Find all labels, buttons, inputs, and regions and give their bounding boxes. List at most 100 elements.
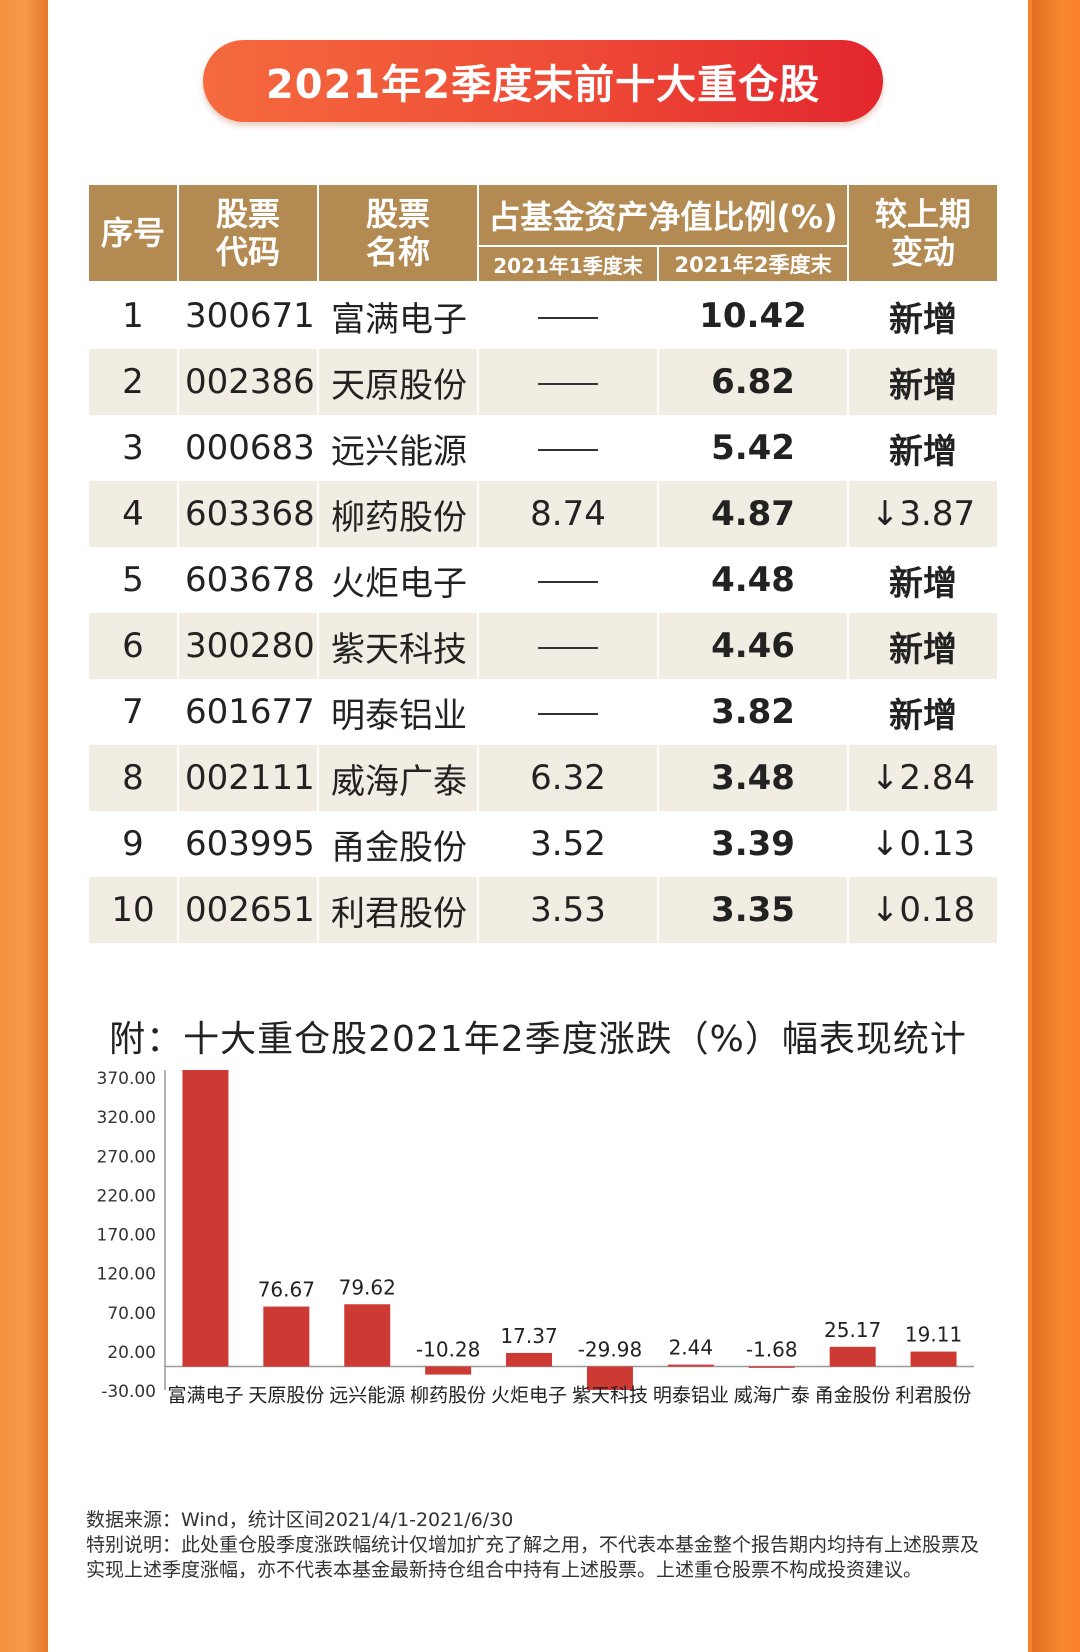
table-row: 3 000683 远兴能源 5.42 新增 [87,415,1000,481]
dash-mark [538,580,598,583]
rank-cell: 1 [87,282,179,349]
poster-sheet: 2021年2季度末前十大重仓股 序号 股票 代码 股票 名称 占基金资产净值比例(%… [48,0,1028,1652]
dash-mark [538,316,598,319]
bar [910,1351,957,1367]
rank-cell: 9 [87,811,179,877]
change-cell: ↓0.18 [847,877,1000,943]
table-row: 8 002111 威海广泰 6.32 3.48 ↓2.84 [87,745,1000,811]
q2-cell: 3.82 [656,679,850,745]
bar [182,1070,229,1367]
q1-cell [477,282,659,349]
footnotes: 数据来源：Wind，统计区间2021/4/1-2021/6/30 特别说明：此处… [86,1508,996,1583]
table-row: 2 002386 天原股份 6.82 新增 [87,349,1000,415]
code-cell: 002651 [177,877,319,943]
bar [344,1304,391,1367]
code-cell: 002386 [177,349,319,415]
q2-cell: 3.48 [656,745,850,811]
bar [506,1352,553,1367]
header-q1: 2021年1季度末 [477,245,659,283]
holdings-table: 序号 股票 代码 股票 名称 占基金资产净值比例(%) 较上期 变动 2021年1季度… [87,183,1000,943]
category-label: 天原股份 [248,1385,324,1407]
right-border [1032,0,1080,1652]
change-cell: 新增 [847,415,1000,481]
y-tick-label: 120.00 [97,1265,156,1285]
returns-bar-chart: 420.00370.00320.00270.00220.00170.00120.… [97,1070,974,1407]
change-cell: 新增 [847,282,1000,349]
rank-cell: 8 [87,745,179,811]
rank-cell: 7 [87,679,179,745]
q2-cell: 10.42 [656,282,850,349]
q1-cell [477,415,659,481]
q1-cell: 3.52 [477,811,659,877]
name-cell: 利君股份 [317,877,479,943]
poster-title: 2021年2季度末前十大重仓股 [203,40,883,122]
rank-cell: 3 [87,415,179,481]
code-cell: 603368 [177,481,319,547]
y-tick-label: -30.00 [101,1382,156,1402]
change-cell: ↓2.84 [847,745,1000,811]
header-code: 股票 代码 [177,183,319,283]
name-cell: 火炬电子 [317,547,479,613]
bar-value-label: -1.68 [746,1338,798,1362]
left-border [0,0,48,1652]
q2-cell: 3.35 [656,877,850,943]
y-tick-label: 270.00 [97,1147,156,1167]
name-cell: 远兴能源 [317,415,479,481]
header-rank: 序号 [87,183,179,283]
bar-value-label: 17.37 [500,1324,557,1348]
y-tick-label: 370.00 [97,1070,156,1089]
change-cell: 新增 [847,679,1000,745]
holdings-body: 1 300671 富满电子 10.42 新增 2 002386 天原股份 6.82 新增 3 0006… [87,282,1000,943]
y-tick-label: 20.00 [107,1343,156,1363]
dash-mark [538,712,598,715]
code-cell: 300671 [177,282,319,349]
bar-value-label: 2.44 [669,1336,714,1360]
table-row: 7 601677 明泰铝业 3.82 新增 [87,679,1000,745]
name-cell: 柳药股份 [317,481,479,547]
q1-cell [477,679,659,745]
q1-cell: 6.32 [477,745,659,811]
bar [425,1366,472,1375]
table-row: 6 300280 紫天科技 4.46 新增 [87,613,1000,679]
change-cell: ↓3.87 [847,481,1000,547]
rank-cell: 6 [87,613,179,679]
bar [667,1364,714,1367]
bar-value-label: 79.62 [339,1275,396,1299]
q1-cell: 3.53 [477,877,659,943]
change-cell: ↓0.13 [847,811,1000,877]
name-cell: 富满电子 [317,282,479,349]
name-cell: 威海广泰 [317,745,479,811]
chart-title: 附：十大重仓股2021年2季度涨跌（%）幅表现统计 [109,1019,967,1060]
q2-cell: 6.82 [656,349,850,415]
code-cell: 000683 [177,415,319,481]
bar [829,1346,876,1367]
category-label: 远兴能源 [329,1385,405,1407]
q1-cell [477,547,659,613]
bar [263,1306,310,1367]
header-ratio: 占基金资产净值比例(%) [476,183,850,247]
header-change: 较上期 变动 [847,183,1000,283]
y-tick-label: 320.00 [97,1108,156,1128]
q2-cell: 3.39 [656,811,850,877]
code-cell: 603678 [177,547,319,613]
code-cell: 601677 [177,679,319,745]
name-cell: 甬金股份 [317,811,479,877]
dash-mark [538,382,598,385]
bar-value-label: 19.11 [905,1323,962,1347]
q2-cell: 4.87 [656,481,850,547]
category-label: 富满电子 [167,1385,243,1407]
change-cell: 新增 [847,613,1000,679]
category-label: 柳药股份 [410,1385,486,1407]
header-q2: 2021年2季度末 [656,245,850,283]
change-cell: 新增 [847,547,1000,613]
y-tick-label: 220.00 [97,1186,156,1206]
bar-value-label: -10.28 [416,1338,480,1362]
code-cell: 300280 [177,613,319,679]
name-cell: 明泰铝业 [317,679,479,745]
bar [748,1366,795,1368]
dash-mark [538,646,598,649]
table-row: 4 603368 柳药股份 8.74 4.87 ↓3.87 [87,481,1000,547]
name-cell: 紫天科技 [317,613,479,679]
y-tick-label: 70.00 [107,1304,156,1324]
table-row: 10 002651 利君股份 3.53 3.35 ↓0.18 [87,877,1000,943]
